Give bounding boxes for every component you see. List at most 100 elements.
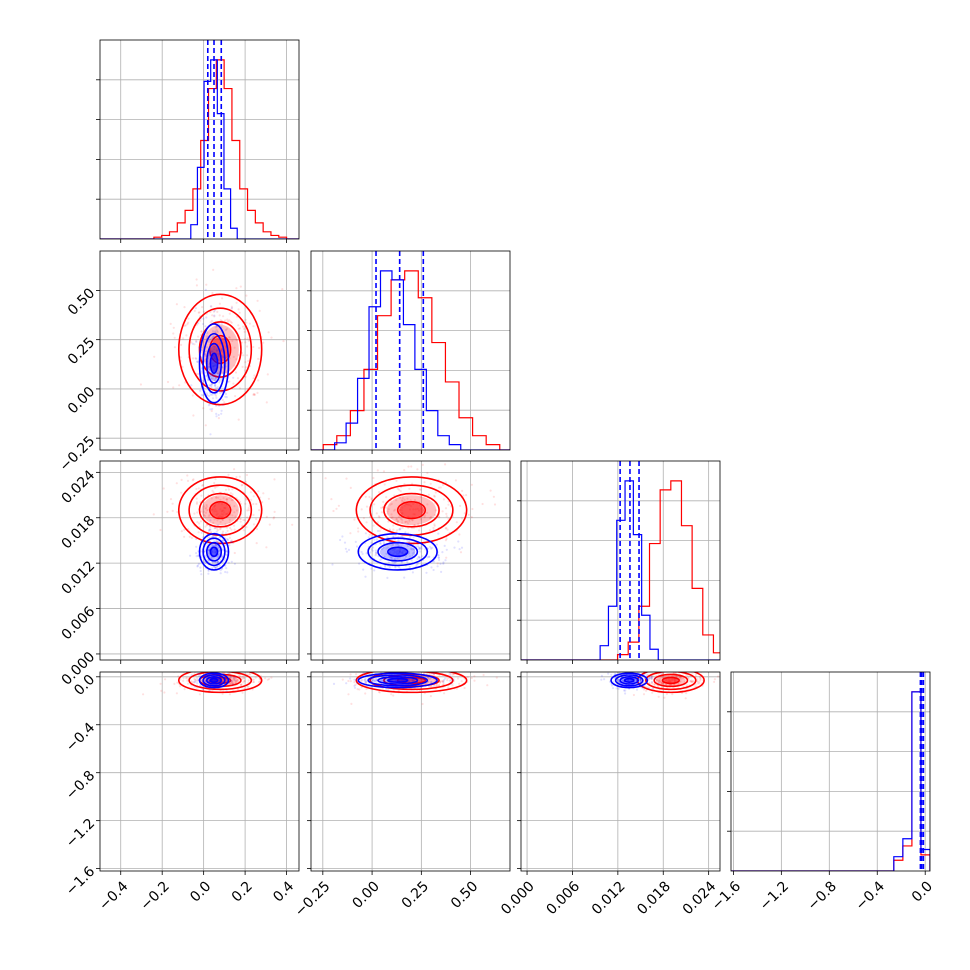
scatter-point	[345, 550, 348, 553]
scatter-point	[228, 380, 231, 383]
scatter-point	[458, 533, 461, 536]
contour	[177, 476, 263, 545]
scatter-point	[186, 474, 189, 477]
scatter-point	[196, 360, 199, 363]
scatter-point	[204, 352, 207, 356]
scatter-point	[392, 543, 395, 547]
scatter-point	[257, 490, 260, 493]
scatter-point	[658, 680, 661, 683]
scatter-point	[268, 523, 271, 526]
scatter-point	[239, 517, 242, 521]
scatter-point	[378, 491, 381, 494]
scatter-point	[227, 561, 230, 564]
scatter-point	[412, 535, 415, 538]
scatter-point	[690, 680, 693, 684]
scatter-point	[436, 565, 439, 568]
scatter-point	[435, 683, 439, 686]
scatter-point	[245, 294, 248, 297]
scatter-point	[201, 687, 204, 691]
scatter-point	[422, 678, 425, 682]
scatter-point	[220, 389, 223, 392]
scatter-point	[200, 330, 203, 333]
scatter-point	[265, 401, 268, 404]
scatter-point	[221, 354, 224, 357]
scatter-point	[456, 677, 460, 680]
scatter-point	[208, 513, 211, 517]
scatter-point	[200, 370, 204, 373]
scatter-point	[232, 382, 235, 385]
scatter-point	[607, 672, 610, 675]
scatter-point	[384, 565, 387, 568]
scatter-point	[655, 679, 658, 682]
scatter-point	[230, 541, 233, 544]
scatter-point	[675, 675, 679, 678]
scatter-point	[423, 515, 426, 519]
scatter-point	[657, 681, 661, 684]
scatter-point	[175, 482, 178, 485]
scatter-point	[651, 682, 654, 685]
contour	[205, 541, 223, 562]
scatter-point	[206, 508, 209, 511]
scatter-point	[486, 684, 489, 687]
scatter-point	[390, 557, 394, 560]
scatter-point	[445, 512, 448, 516]
scatter-point	[429, 482, 432, 485]
scatter-point	[218, 381, 221, 384]
scatter-point	[214, 544, 217, 547]
scatter-point	[200, 494, 203, 497]
scatter-point	[401, 500, 404, 503]
scatter-point	[412, 679, 415, 682]
scatter-point	[212, 268, 215, 271]
scatter-point	[171, 509, 174, 512]
scatter-point	[253, 374, 256, 377]
scatter-point	[397, 539, 400, 542]
scatter-point	[399, 496, 402, 499]
scatter-point	[445, 548, 448, 551]
scatter-point	[213, 561, 216, 564]
scatter-point	[445, 556, 448, 559]
scatter-point	[448, 672, 451, 675]
scatter-point	[420, 545, 423, 548]
scatter-point	[643, 673, 646, 676]
scatter-point	[173, 336, 176, 339]
scatter-point	[235, 358, 238, 361]
panel-frame	[99, 460, 300, 661]
scatter-point	[218, 564, 221, 567]
scatter-point	[213, 309, 216, 312]
scatter-point	[169, 322, 172, 325]
scatter-point	[198, 311, 201, 314]
scatter-point	[248, 673, 251, 676]
scatter-point	[417, 543, 420, 546]
scatter-point	[365, 679, 368, 682]
scatter-point	[189, 554, 192, 557]
scatter-point	[215, 527, 218, 530]
scatter-point	[446, 677, 449, 680]
scatter-point	[160, 689, 163, 693]
scatter-point	[237, 308, 240, 311]
scatter-point	[410, 542, 413, 545]
scatter-point	[204, 525, 207, 528]
scatter-point	[211, 567, 214, 570]
scatter-point	[230, 498, 233, 502]
scatter-point	[639, 678, 642, 681]
scatter-point	[381, 679, 384, 682]
scatter-point	[233, 562, 236, 565]
scatter-point	[216, 565, 219, 568]
scatter-point	[418, 529, 421, 532]
scatter-point	[670, 683, 673, 687]
scatter-point	[398, 566, 401, 569]
scatter-point	[383, 678, 387, 681]
scatter-point	[221, 398, 224, 402]
scatter-point	[362, 672, 365, 675]
x-tick-label: 0.0	[187, 878, 214, 905]
scatter-point	[224, 543, 227, 547]
scatter-point	[195, 537, 198, 541]
scatter-point	[246, 516, 249, 519]
scatter-point	[645, 664, 647, 666]
gridlines	[311, 461, 510, 660]
scatter-point	[203, 359, 206, 362]
scatter-point	[205, 350, 208, 353]
scatter-point	[254, 676, 257, 679]
scatter-point	[659, 677, 662, 680]
scatter-point	[399, 667, 401, 669]
